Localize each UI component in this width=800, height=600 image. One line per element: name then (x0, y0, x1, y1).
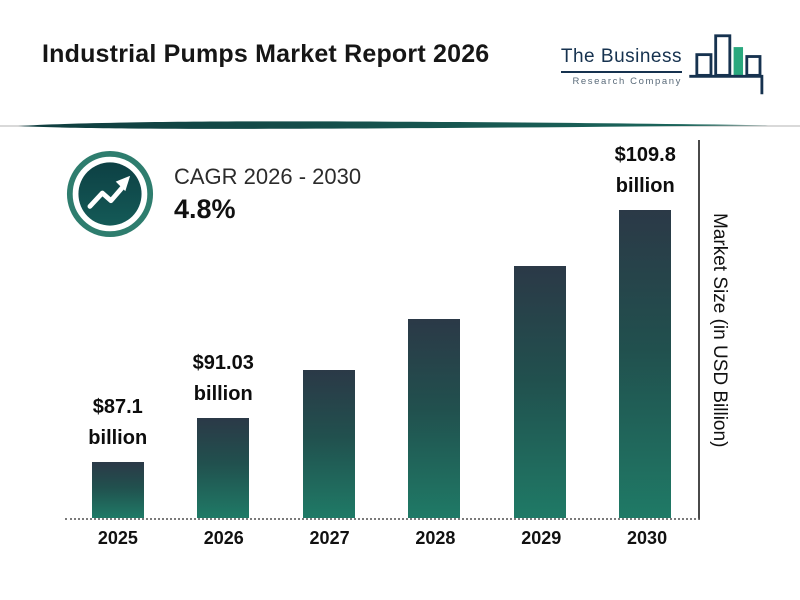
logo-subtitle: Research Company (572, 76, 682, 87)
bar-value-label: $109.8 billion (615, 140, 676, 202)
bar (302, 370, 355, 518)
x-tick-label: 2029 (521, 528, 562, 548)
bar-value-unit: billion (193, 383, 253, 405)
x-tick-label: 2030 (627, 528, 668, 548)
bar-column: $87.1 billion (65, 140, 171, 518)
bar-chart-logo-icon (689, 34, 764, 95)
divider-line (0, 121, 800, 129)
bar-value-amount: $87.1 (92, 396, 143, 418)
bar (197, 418, 250, 518)
cagr-label: CAGR 2026 - 2030 (174, 163, 362, 189)
bar (619, 210, 672, 518)
x-tick-label: 2025 (97, 528, 138, 548)
bar-value-amount: $91.03 (192, 352, 254, 374)
logo-name: The Business (560, 46, 682, 73)
x-tick-label: 2028 (415, 528, 456, 548)
bar-value-label: $91.03 billion (193, 348, 254, 410)
x-tick-label: 2027 (309, 528, 350, 548)
bar (91, 462, 144, 518)
bar-value-unit: billion (615, 175, 675, 197)
cagr-badge: CAGR 2026 - 2030 4.8% (66, 150, 361, 238)
bar (513, 266, 566, 518)
y-axis-label: Market Size (in USD Billion) (709, 212, 730, 448)
x-axis: 2025 2026 2027 2028 2029 2030 (65, 528, 700, 549)
cagr-text: CAGR 2026 - 2030 4.8% (174, 164, 361, 225)
bar-column (276, 140, 382, 518)
trending-up-icon (66, 150, 154, 238)
plot-area: $87.1 billion $91.03 billion $109.8 bill… (65, 140, 700, 520)
bar-column: $91.03 billion (171, 140, 277, 518)
bar-value-unit: billion (88, 427, 148, 449)
page-title: Industrial Pumps Market Report 2026 (42, 40, 490, 68)
bar-column (382, 140, 488, 518)
x-tick-label: 2026 (203, 528, 244, 548)
logo-text: The Business Research Company (560, 32, 682, 87)
company-logo: The Business Research Company (560, 32, 766, 98)
bar-value-label: $87.1 billion (88, 392, 147, 454)
bar-column: $109.8 billion (593, 140, 699, 518)
bar-value-amount: $109.8 (614, 144, 676, 166)
bar (408, 319, 461, 518)
cagr-value: 4.8% (174, 193, 236, 224)
bar-column (487, 140, 593, 518)
